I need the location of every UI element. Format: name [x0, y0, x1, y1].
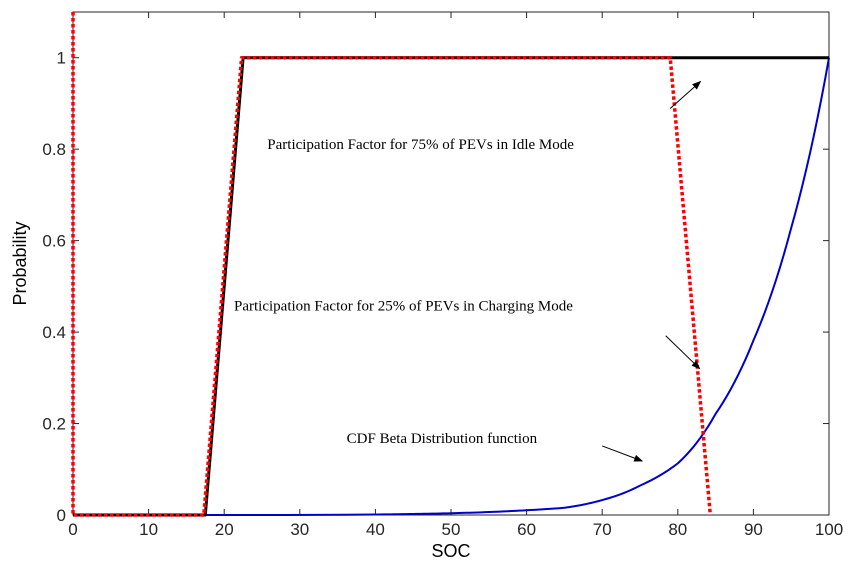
ticks: 0 10 20 30 40 50 60 70 80 90 100 0 0.2 0.4 0.6 0.8 1: [42, 12, 843, 539]
annotation-layer: Participation Factor for 75% of PEVs in …: [234, 80, 702, 462]
y-tick-label: 0: [57, 506, 66, 525]
annotation-arrow: [665, 335, 701, 370]
x-tick-label: 80: [668, 520, 687, 539]
y-axis-label: Probability: [10, 221, 30, 305]
annotation-label: Participation Factor for 25% of PEVs in …: [234, 299, 573, 315]
x-tick-label: 90: [744, 520, 763, 539]
x-axis-label: SOC: [431, 541, 470, 561]
annotation-arrow: [669, 80, 702, 109]
annotation-label: CDF Beta Distribution function: [347, 431, 538, 447]
annotation-label: Participation Factor for 75% of PEVs in …: [267, 137, 574, 153]
y-tick-label: 0.8: [42, 140, 66, 159]
x-tick-label: 30: [290, 520, 309, 539]
x-tick-label: 70: [593, 520, 612, 539]
x-tick-label: 0: [68, 520, 77, 539]
y-tick-label: 0.2: [42, 415, 66, 434]
x-tick-label: 100: [815, 520, 843, 539]
x-tick-label: 20: [215, 520, 234, 539]
x-tick-label: 50: [442, 520, 461, 539]
y-tick-label: 0.6: [42, 232, 66, 251]
y-tick-label: 1: [57, 49, 66, 68]
series-line-cdf: [73, 57, 830, 516]
x-tick-label: 60: [517, 520, 536, 539]
x-tick-label: 10: [139, 520, 158, 539]
y-tick-label: 0.4: [42, 323, 66, 342]
series-layer: [71, 12, 830, 517]
series-line-charging: [71, 12, 713, 517]
annotation-arrow: [602, 445, 644, 462]
x-tick-label: 40: [366, 520, 385, 539]
